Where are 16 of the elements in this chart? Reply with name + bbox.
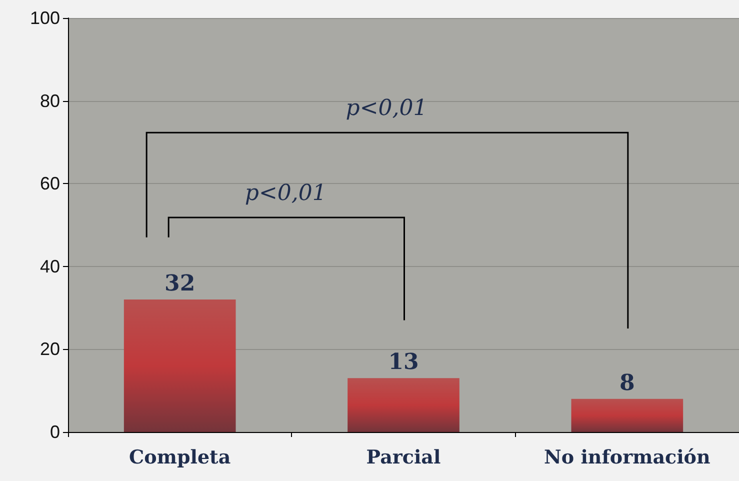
x-tick-label: Parcial: [366, 446, 441, 468]
data-label: 13: [388, 349, 419, 376]
x-tick-label: Completa: [129, 446, 231, 468]
data-label: 32: [164, 270, 196, 297]
annotation: p<0,01: [346, 96, 428, 121]
y-tick-label: 20: [40, 339, 60, 360]
y-tick-label: 0: [50, 422, 60, 442]
annotation: p<0,01: [244, 180, 326, 206]
y-tick-label: 60: [40, 174, 60, 194]
x-tick-label: No información: [544, 446, 710, 468]
y-tick-label: 80: [40, 90, 60, 111]
bar: [348, 378, 460, 432]
y-tick-label: 40: [40, 256, 60, 276]
data-label: 8: [620, 370, 635, 396]
y-tick-label: 100: [30, 8, 60, 28]
bar: [571, 398, 684, 432]
